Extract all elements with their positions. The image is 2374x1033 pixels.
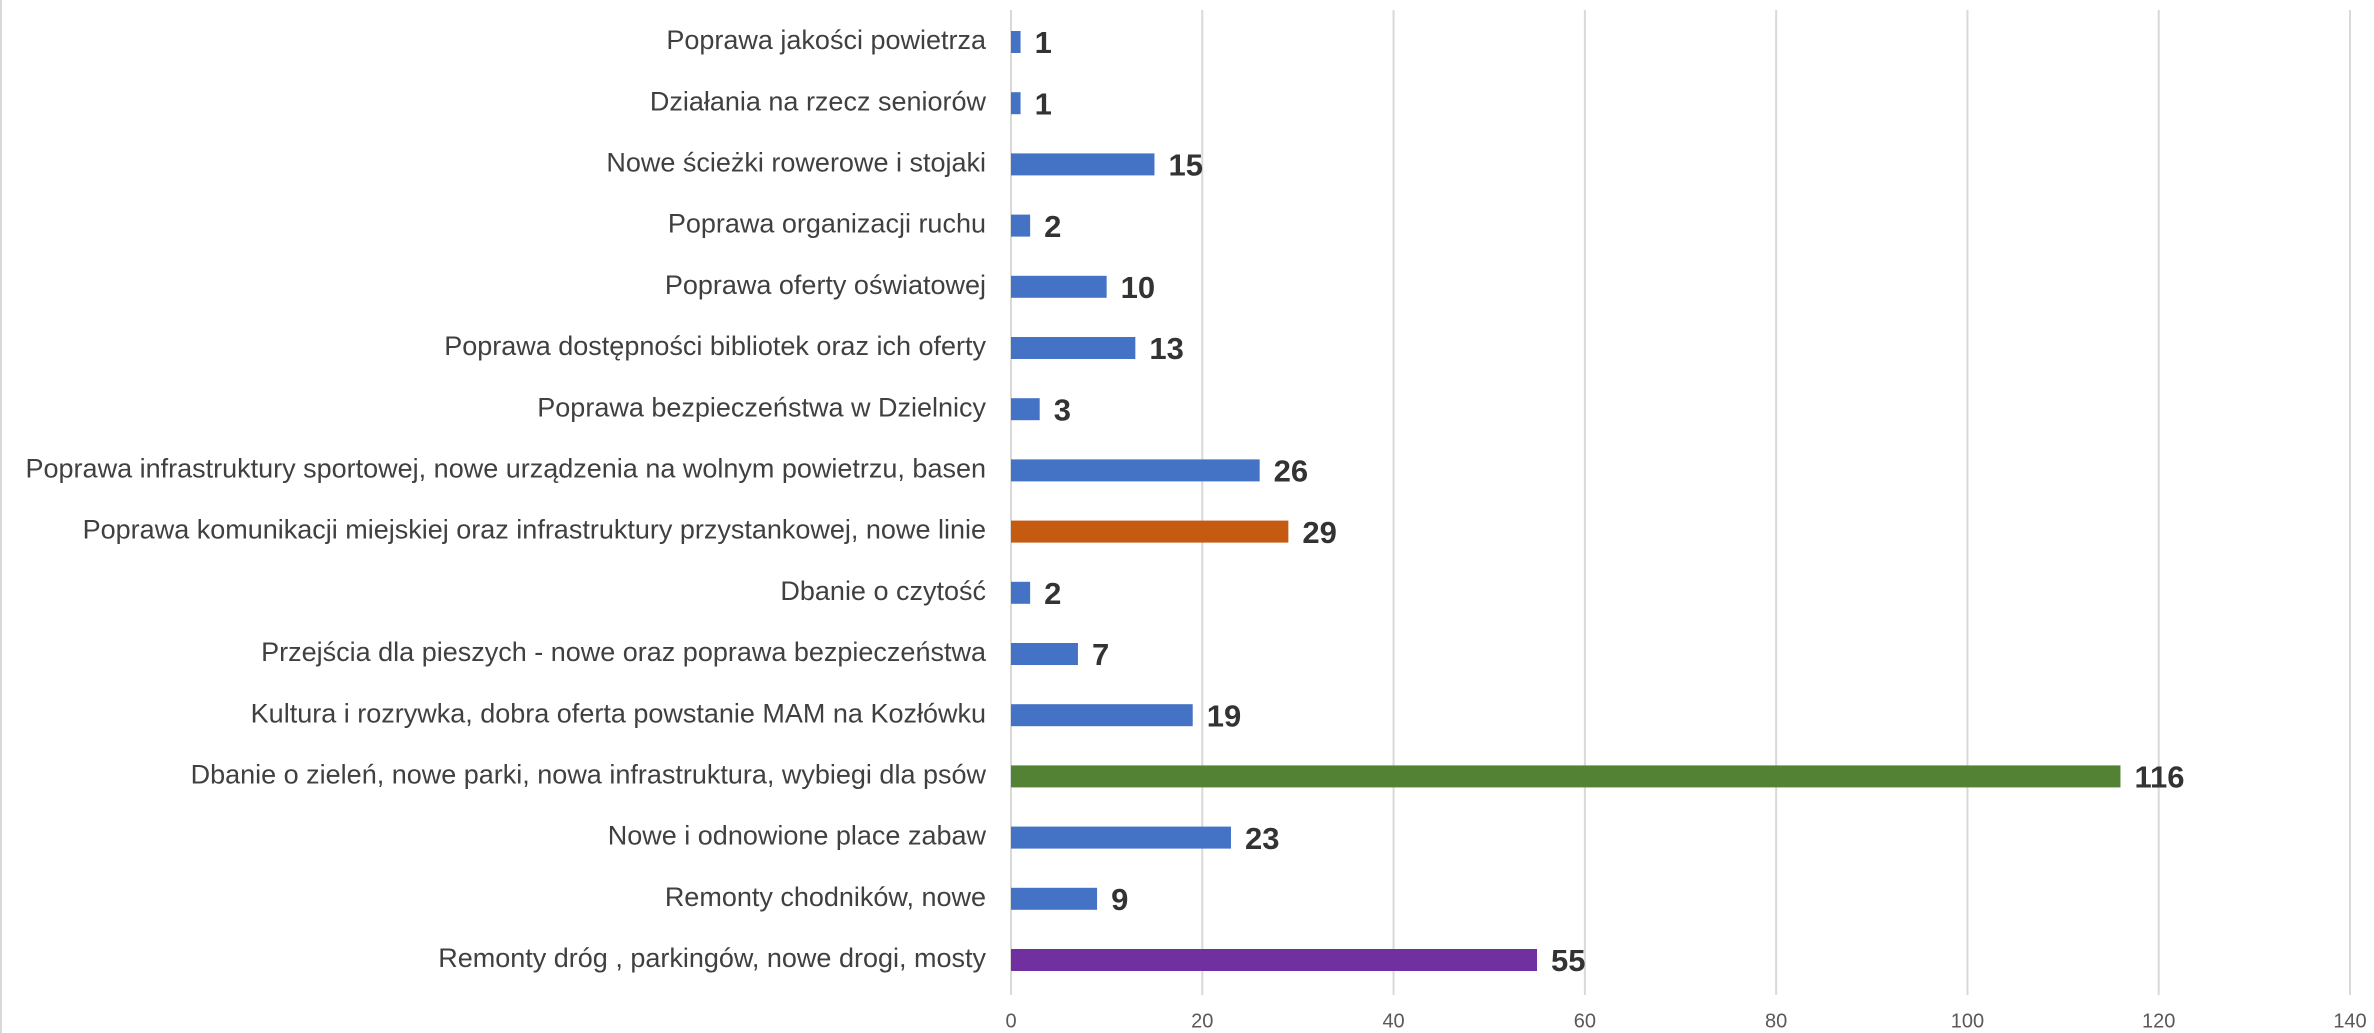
- y-tick-label: Poprawa organizacji ruchu: [668, 209, 986, 239]
- y-tick-label: Nowe i odnowione place zabaw: [608, 821, 987, 851]
- x-tick-label: 60: [1574, 1010, 1596, 1032]
- value-label: 29: [1302, 515, 1336, 550]
- value-label: 3: [1054, 392, 1071, 427]
- value-label: 2: [1044, 209, 1061, 244]
- value-label: 19: [1207, 698, 1241, 733]
- y-tick-label: Remonty chodników, nowe: [665, 882, 986, 912]
- x-tick-label: 100: [1951, 1010, 1984, 1032]
- y-tick-label: Remonty dróg , parkingów, nowe drogi, mo…: [438, 943, 986, 973]
- y-tick-label: Poprawa infrastruktury sportowej, nowe u…: [26, 454, 986, 484]
- y-tick-label: Dbanie o czytość: [780, 576, 986, 606]
- bar: [1011, 398, 1040, 421]
- value-label: 7: [1092, 637, 1109, 672]
- bar: [1011, 337, 1136, 359]
- bar: [1011, 643, 1078, 665]
- value-label: 9: [1111, 882, 1128, 917]
- x-tick-label: 140: [2333, 1010, 2366, 1032]
- bar: [1011, 887, 1098, 910]
- value-label: 116: [2134, 760, 2184, 795]
- bar: [1011, 31, 1021, 53]
- y-tick-label: Poprawa dostępności bibliotek oraz ich o…: [444, 331, 986, 361]
- value-label: 1: [1035, 25, 1052, 60]
- y-tick-label: Przejścia dla pieszych - nowe oraz popra…: [261, 637, 987, 667]
- x-tick-label: 80: [1765, 1010, 1787, 1032]
- y-tick-label: Kultura i rozrywka, dobra oferta powstan…: [251, 698, 986, 728]
- y-tick-label: Poprawa komunikacji miejskiej oraz infra…: [83, 515, 986, 545]
- x-tick-label: 20: [1191, 1010, 1213, 1032]
- bar: [1011, 949, 1538, 971]
- y-tick-label: Poprawa bezpieczeństwa w Dzielnicy: [537, 392, 986, 422]
- value-label: 15: [1168, 148, 1202, 183]
- value-label: 2: [1044, 576, 1061, 611]
- value-label: 1: [1035, 86, 1052, 121]
- bar: [1011, 765, 2121, 788]
- value-label: 55: [1551, 943, 1585, 978]
- y-tick-label: Poprawa oferty oświatowej: [665, 270, 986, 300]
- y-tick-label: Nowe ścieżki rowerowe i stojaki: [606, 148, 986, 178]
- x-tick-label: 0: [1005, 1010, 1016, 1032]
- y-tick-label: Działania na rzecz seniorów: [650, 86, 987, 116]
- bar: [1011, 459, 1260, 482]
- bar: [1011, 92, 1021, 115]
- bar: [1011, 581, 1031, 604]
- value-label: 23: [1245, 821, 1279, 856]
- bar: [1011, 153, 1155, 176]
- value-label: 26: [1274, 454, 1308, 489]
- bar: [1011, 275, 1107, 298]
- value-label: 10: [1121, 270, 1155, 305]
- x-tick-label: 40: [1382, 1010, 1404, 1032]
- bar: [1011, 826, 1231, 849]
- value-label: 13: [1149, 331, 1183, 366]
- y-tick-label: Dbanie o zieleń, nowe parki, nowa infras…: [191, 760, 987, 790]
- bar: [1011, 214, 1031, 237]
- bar: [1011, 704, 1193, 727]
- bar: [1011, 520, 1289, 543]
- x-tick-label: 120: [2142, 1010, 2175, 1032]
- y-tick-label: Poprawa jakości powietrza: [666, 25, 987, 55]
